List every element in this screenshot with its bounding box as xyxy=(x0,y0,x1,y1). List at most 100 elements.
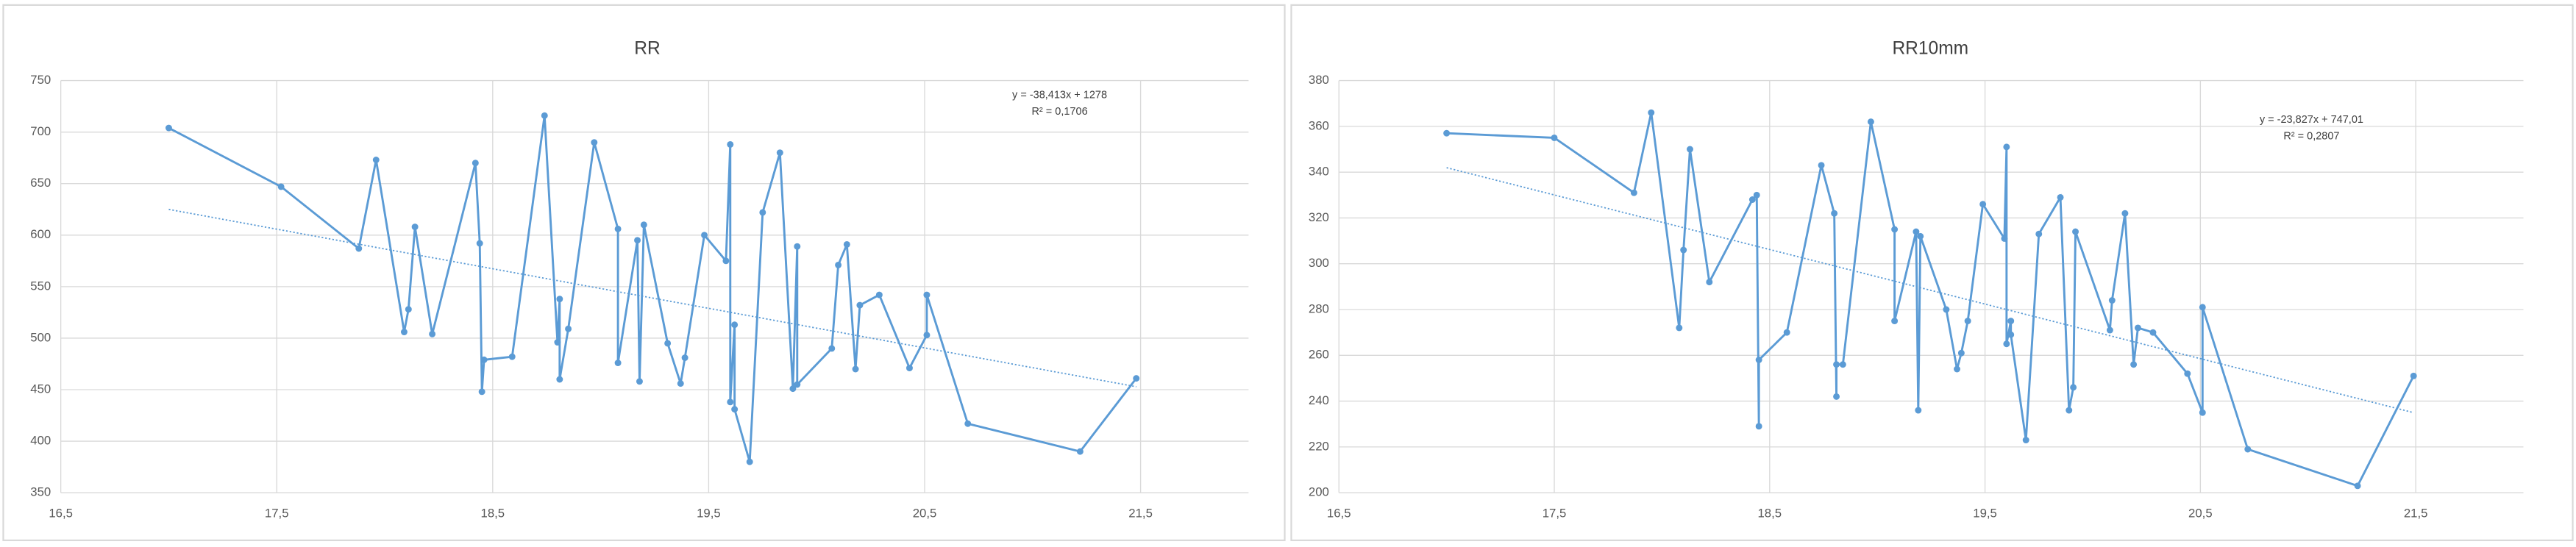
trendline-equation: y = -23,827x + 747,01 xyxy=(2260,114,2363,126)
data-point xyxy=(614,360,622,367)
data-point xyxy=(2410,372,2417,379)
data-point xyxy=(2184,370,2191,377)
data-point xyxy=(2001,235,2008,242)
trendline-r-squared: R² = 0,2807 xyxy=(2283,130,2339,142)
y-tick-label: 300 xyxy=(1309,256,1329,270)
data-point xyxy=(478,388,485,396)
data-point xyxy=(165,124,172,132)
x-tick-label: 19,5 xyxy=(1973,507,1997,521)
data-point xyxy=(727,140,734,148)
data-point xyxy=(2244,446,2252,453)
data-point xyxy=(1680,246,1687,254)
data-point xyxy=(1917,232,1924,240)
y-tick-label: 350 xyxy=(30,485,51,499)
y-tick-label: 260 xyxy=(1309,348,1329,362)
data-point xyxy=(400,329,408,335)
x-tick-label: 20,5 xyxy=(2188,507,2213,521)
data-point xyxy=(731,406,739,413)
data-point xyxy=(794,381,801,388)
data-point xyxy=(856,301,864,309)
y-tick-label: 650 xyxy=(30,176,51,190)
data-point xyxy=(2003,143,2010,151)
data-point xyxy=(476,240,483,247)
data-point xyxy=(556,296,563,303)
data-point xyxy=(1783,329,1790,336)
y-tick-label: 380 xyxy=(1309,73,1329,87)
data-point xyxy=(1648,109,1655,116)
trendline xyxy=(1446,167,2414,414)
data-point xyxy=(636,378,643,385)
data-point xyxy=(677,380,684,387)
y-tick-label: 340 xyxy=(1309,165,1329,179)
y-tick-label: 240 xyxy=(1309,393,1329,407)
data-point xyxy=(2035,230,2043,237)
data-point xyxy=(1833,361,1840,368)
chart-panel xyxy=(2,4,1286,542)
x-tick-label: 16,5 xyxy=(49,507,73,521)
chart-title: RR xyxy=(634,39,660,59)
data-point xyxy=(1891,318,1899,325)
data-point xyxy=(1076,448,1084,455)
y-tick-label: 500 xyxy=(30,330,51,344)
data-point xyxy=(277,183,285,190)
data-point xyxy=(2057,193,2064,201)
data-point xyxy=(1706,279,1713,286)
data-point xyxy=(1943,306,1950,313)
data-point xyxy=(1755,423,1762,430)
data-point xyxy=(727,398,734,406)
x-tick-label: 18,5 xyxy=(481,507,505,521)
data-point xyxy=(2003,340,2010,348)
data-point xyxy=(1957,349,1965,357)
data-point xyxy=(2022,437,2029,443)
data-point xyxy=(1748,196,1756,203)
data-point xyxy=(2070,384,2077,391)
trendline-equation: y = -38,413x + 1278 xyxy=(1012,90,1107,101)
data-point xyxy=(759,209,766,216)
data-point xyxy=(2149,329,2157,336)
data-point xyxy=(2130,361,2138,368)
data-point xyxy=(964,420,972,427)
data-point xyxy=(1954,365,1960,373)
y-tick-label: 600 xyxy=(30,227,51,241)
y-tick-label: 200 xyxy=(1309,485,1329,499)
data-point xyxy=(776,149,783,157)
data-point xyxy=(1833,393,1840,400)
data-point xyxy=(1964,318,1971,325)
data-point xyxy=(2106,326,2113,334)
data-point xyxy=(508,353,516,360)
data-point xyxy=(794,243,801,250)
data-point xyxy=(1839,361,1846,368)
data-point xyxy=(2121,210,2129,217)
data-point xyxy=(2354,482,2361,490)
data-point xyxy=(1753,191,1760,199)
data-point xyxy=(640,221,647,229)
data-point xyxy=(1867,118,1874,126)
data-point xyxy=(1915,407,1922,414)
data-point xyxy=(2108,297,2116,304)
data-point xyxy=(1891,226,1899,233)
data-point xyxy=(1443,129,1451,137)
data-point xyxy=(2066,407,2073,414)
data-point xyxy=(429,330,436,337)
y-tick-label: 280 xyxy=(1309,301,1329,315)
y-tick-label: 700 xyxy=(30,124,51,138)
x-tick-label: 18,5 xyxy=(1757,507,1782,521)
y-tick-label: 400 xyxy=(30,434,51,448)
data-point xyxy=(355,245,363,252)
data-point xyxy=(556,376,563,383)
data-point xyxy=(554,339,561,346)
data-point xyxy=(1687,146,1693,153)
x-tick-label: 17,5 xyxy=(1543,507,1567,521)
chart-panel xyxy=(1290,4,2574,542)
data-point xyxy=(789,385,797,393)
data-point xyxy=(2134,324,2141,332)
data-point xyxy=(828,345,836,352)
y-tick-label: 360 xyxy=(1309,118,1329,132)
trendline xyxy=(168,208,1136,387)
data-point xyxy=(681,354,689,362)
data-point xyxy=(1551,134,1558,141)
y-tick-label: 550 xyxy=(30,279,51,293)
data-point xyxy=(1755,357,1762,363)
x-tick-label: 17,5 xyxy=(265,507,289,521)
data-point xyxy=(2072,228,2079,235)
